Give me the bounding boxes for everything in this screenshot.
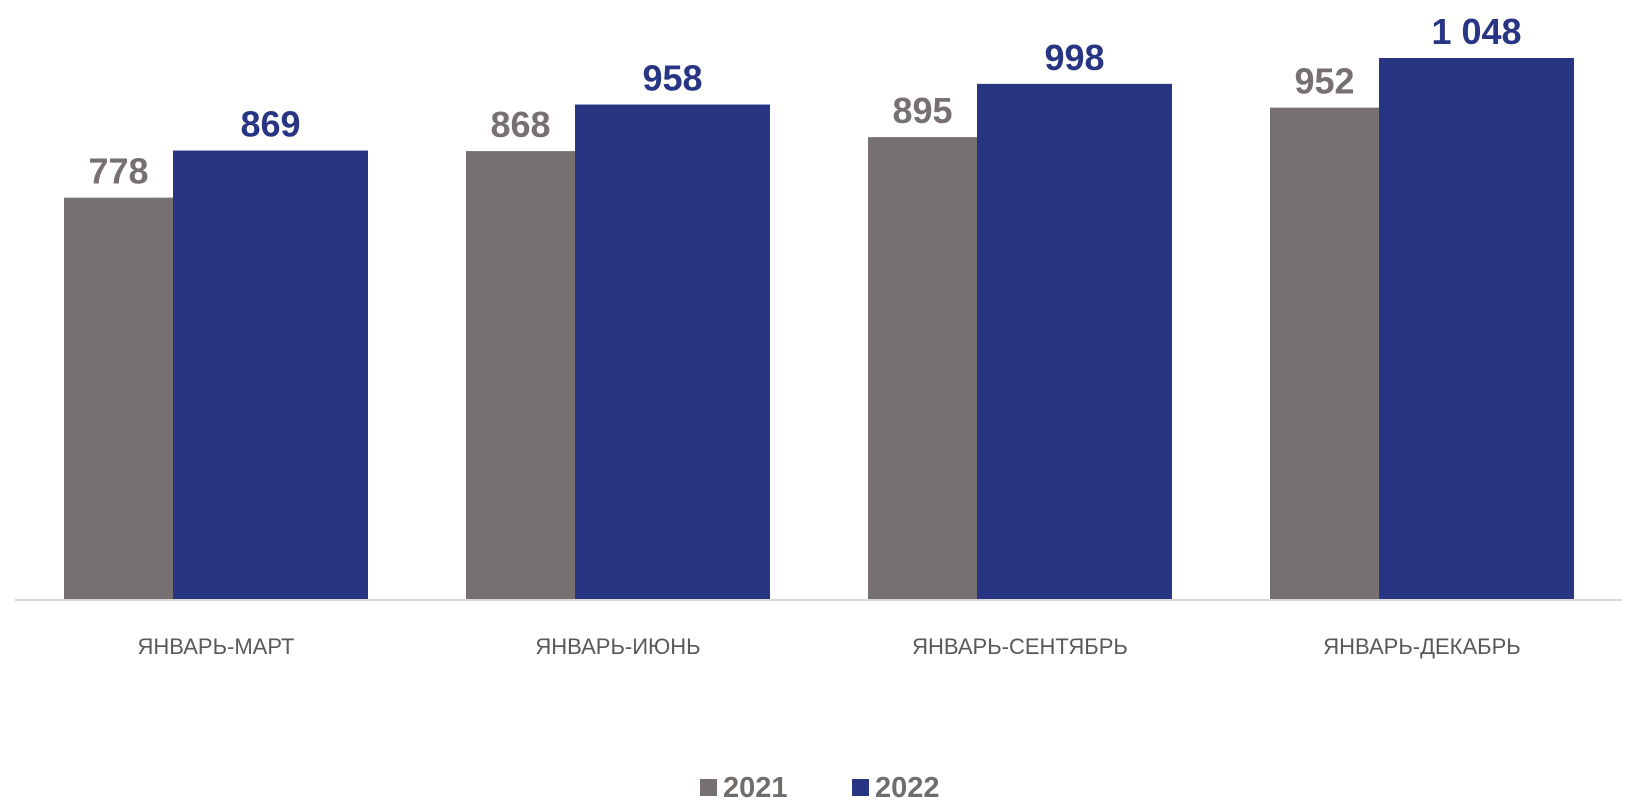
data-label-2021-4: 952 — [1294, 61, 1354, 102]
legend: 2021 2022 — [700, 772, 940, 801]
legend-swatch-2022 — [852, 779, 869, 796]
bar-2021-3 — [868, 137, 977, 600]
legend-swatch-2021 — [700, 779, 717, 796]
legend-label-2022: 2022 — [875, 772, 940, 801]
category-label-3: ЯНВАРЬ-СЕНТЯБРЬ — [912, 634, 1128, 659]
bars-layer — [64, 58, 1574, 601]
bar-2021-1 — [64, 197, 173, 601]
category-label-2: ЯНВАРЬ-ИЮНЬ — [535, 634, 700, 659]
data-label-2021-2: 868 — [490, 104, 550, 145]
labels-layer: 778 869 ЯНВАРЬ-МАРТ 868 958 ЯНВАРЬ-ИЮНЬ 895 998… — [88, 11, 1521, 659]
legend-label-2021: 2021 — [723, 772, 788, 801]
bar-2022-4 — [1379, 58, 1574, 600]
data-label-2021-1: 778 — [88, 151, 148, 192]
bar-2021-2 — [466, 151, 575, 600]
category-label-1: ЯНВАРЬ-МАРТ — [138, 634, 295, 659]
bar-2022-2 — [575, 104, 770, 600]
data-label-2022-4: 1 048 — [1431, 11, 1521, 52]
data-label-2022-1: 869 — [240, 104, 300, 145]
bar-2022-1 — [173, 150, 368, 600]
bar-2021-4 — [1270, 107, 1379, 600]
bar-2022-3 — [977, 83, 1172, 601]
category-label-4: ЯНВАРЬ-ДЕКАБРЬ — [1323, 634, 1520, 659]
data-label-2021-3: 895 — [892, 90, 952, 131]
data-label-2022-3: 998 — [1044, 37, 1104, 78]
data-label-2022-2: 958 — [642, 58, 702, 99]
